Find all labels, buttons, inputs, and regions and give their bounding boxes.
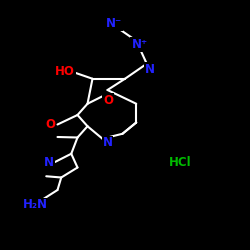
Text: N⁺: N⁺ [132, 38, 148, 51]
Text: N: N [44, 156, 54, 168]
Text: O: O [45, 118, 55, 132]
Text: HO: HO [55, 65, 75, 78]
Text: O: O [103, 94, 113, 107]
Text: H₂N: H₂N [22, 198, 48, 211]
Text: N: N [102, 136, 113, 149]
Text: N: N [145, 63, 155, 76]
Text: N⁻: N⁻ [106, 17, 122, 30]
Text: HCl: HCl [169, 156, 191, 169]
